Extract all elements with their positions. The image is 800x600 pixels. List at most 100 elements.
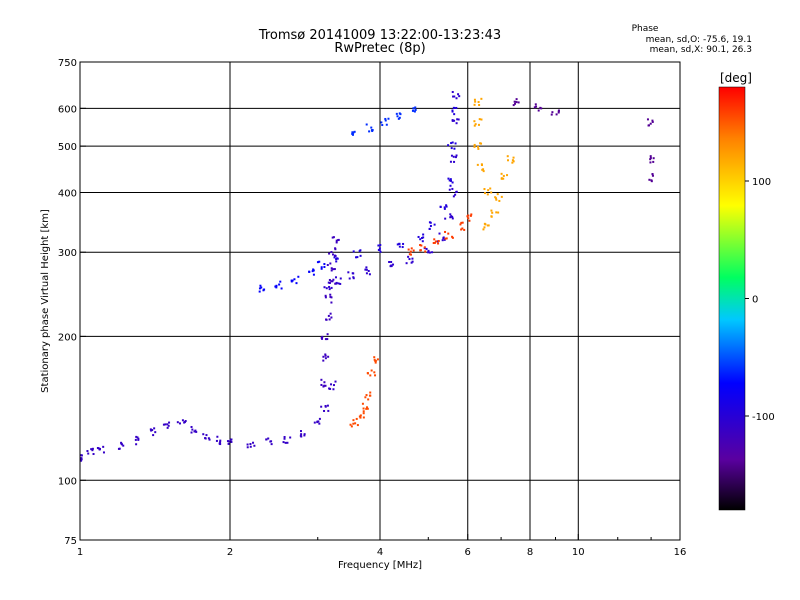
data-point-4-4-3	[323, 263, 326, 266]
data-point-1-5-0	[411, 257, 414, 260]
data-point-2-1-2	[358, 250, 361, 253]
data-point-1-11-4	[451, 119, 454, 122]
data-point-6-7-2	[498, 199, 501, 202]
data-point-7-1-4	[419, 244, 422, 247]
data-point-0-2-4	[96, 447, 99, 450]
grid-lines	[80, 62, 680, 540]
data-point-2-4-2	[421, 236, 424, 239]
data-point-1-12-0	[455, 97, 458, 100]
data-point-0-8-3	[190, 431, 193, 434]
data-point-0-15-5	[299, 430, 302, 433]
data-point-4-2-5	[290, 280, 293, 283]
data-point-3-6-5	[333, 268, 336, 271]
data-point-8-0-3	[352, 422, 355, 425]
data-point-5-1-2	[370, 126, 373, 129]
data-point-1-8-0	[451, 217, 454, 220]
data-point-9-2-4	[551, 111, 554, 114]
data-point-8-3-3	[368, 394, 371, 397]
data-point-6-4-3	[484, 192, 487, 195]
data-point-3-8-1	[332, 236, 335, 239]
data-point-3-1-3	[324, 357, 327, 360]
data-point-6-2-1	[473, 145, 476, 148]
data-point-8-1-4	[359, 414, 362, 417]
data-point-0-8-0	[191, 428, 194, 431]
data-point-1-10-0	[452, 155, 455, 158]
data-point-1-7-2	[436, 240, 439, 243]
y-tick-label-300: 300	[58, 248, 77, 259]
data-point-9-3-3	[651, 119, 654, 122]
data-point-0-5-4	[154, 431, 157, 434]
data-point-0-6-2	[166, 423, 169, 426]
data-point-0-17-3	[326, 404, 329, 407]
data-point-8-5-4	[373, 356, 376, 359]
data-point-7-2-2	[437, 239, 440, 242]
x-tick-label-1: 1	[77, 547, 83, 558]
data-point-6-5-3	[490, 215, 493, 218]
data-point-5-2-0	[385, 123, 388, 126]
data-point-1-7-4	[443, 238, 446, 241]
data-point-0-15-4	[303, 434, 306, 437]
data-point-0-11-1	[229, 439, 232, 442]
data-point-0-14-2	[282, 441, 285, 444]
data-point-7-0-2	[409, 253, 412, 256]
data-point-0-4-5	[135, 435, 138, 438]
data-point-2-0-1	[335, 260, 338, 263]
data-point-2-2-3	[378, 248, 381, 251]
data-point-6-2-5	[480, 142, 483, 145]
data-point-3-1-0	[322, 359, 325, 362]
data-point-9-4-4	[649, 156, 652, 159]
data-point-1-0-1	[325, 287, 328, 290]
data-point-0-16-4	[317, 420, 320, 423]
data-point-7-0-0	[408, 253, 411, 256]
data-point-6-5-2	[491, 211, 494, 214]
data-point-4-4-2	[320, 267, 323, 270]
data-point-1-6-4	[425, 247, 428, 250]
data-point-2-6-5	[443, 207, 446, 210]
data-point-6-2-0	[477, 145, 480, 148]
data-point-1-3-3	[368, 273, 371, 276]
data-point-2-9-0	[451, 110, 454, 113]
data-point-6-0-2	[477, 101, 480, 104]
data-point-0-2-5	[98, 448, 101, 451]
data-point-0-5-3	[151, 429, 154, 432]
data-point-2-8-0	[453, 147, 456, 150]
data-point-1-1-2	[337, 282, 340, 285]
y-axis-ticks: 75 100 200 300 400 500 600 750	[58, 58, 86, 547]
data-point-1-0-2	[328, 285, 331, 288]
data-point-2-7-0	[449, 184, 452, 187]
data-point-0-17-2	[324, 405, 327, 408]
data-point-0-1-0	[91, 447, 94, 450]
data-point-6-5-0	[495, 211, 498, 214]
data-point-6-5-4	[497, 211, 500, 214]
data-point-0-10-3	[219, 441, 222, 444]
data-point-6-0-0	[480, 97, 483, 100]
data-point-2-6-3	[439, 205, 442, 208]
data-point-9-3-0	[651, 120, 654, 123]
data-point-9-1-3	[533, 106, 536, 109]
data-point-3-0-2	[324, 384, 327, 387]
data-point-2-4-0	[422, 236, 425, 239]
data-point-0-3-4	[118, 447, 121, 450]
data-point-0-15-2	[300, 433, 303, 436]
data-point-6-0-5	[473, 98, 476, 101]
data-point-8-2-0	[361, 402, 364, 405]
data-point-4-2-3	[297, 275, 300, 278]
data-point-3-3-5	[328, 318, 331, 321]
data-point-0-18-3	[329, 387, 332, 390]
data-point-0-0-4	[80, 458, 83, 461]
data-point-0-6-0	[167, 424, 170, 427]
data-point-9-2-1	[550, 113, 553, 116]
data-point-6-2-4	[473, 143, 476, 146]
data-point-4-2-4	[295, 282, 298, 285]
x-tick-label-10: 10	[572, 547, 585, 558]
data-point-0-13-5	[270, 440, 273, 443]
data-point-6-4-0	[487, 189, 490, 192]
data-point-7-5-4	[469, 214, 472, 217]
data-point-5-2-1	[387, 117, 390, 120]
data-point-3-0-3	[323, 384, 326, 387]
data-point-1-2-0	[348, 277, 351, 280]
data-point-8-1-3	[359, 416, 362, 419]
data-point-6-3-4	[480, 164, 483, 167]
data-point-0-9-3	[202, 433, 205, 436]
data-point-7-4-5	[460, 221, 463, 224]
